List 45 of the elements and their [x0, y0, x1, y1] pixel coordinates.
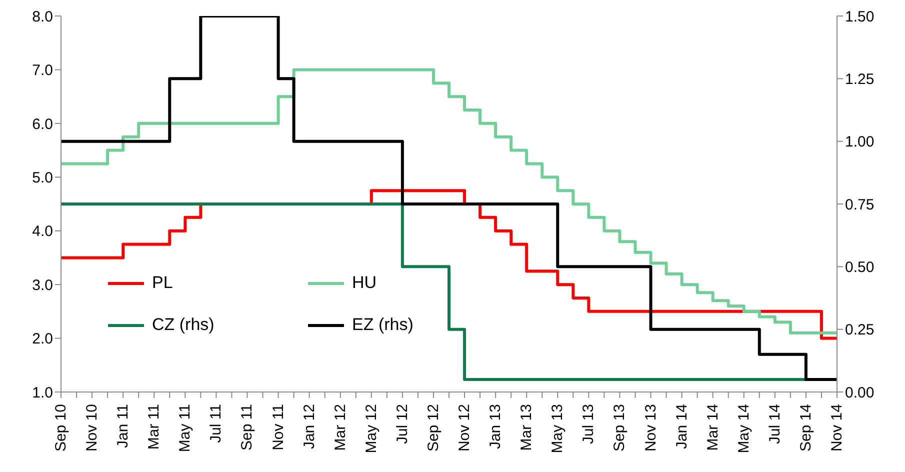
- y-tick-label: 7.0: [32, 62, 53, 80]
- x-tick-label: Jan 14: [673, 404, 690, 450]
- legend-label: EZ (rhs): [352, 315, 414, 335]
- x-tick-label: Nov 10: [84, 404, 101, 452]
- x-tick-label: Nov 14: [828, 404, 846, 452]
- x-tick-label: Mar 13: [518, 404, 536, 451]
- x-tick-label: Nov 11: [270, 404, 287, 450]
- x-tick-label: Sep 11: [238, 404, 256, 450]
- y-tick-label: 3.0: [32, 276, 53, 294]
- x-tick-label: Sep 14: [797, 404, 814, 452]
- x-tick-label: May 11: [176, 404, 194, 452]
- y-tick-label: 5.0: [32, 169, 53, 186]
- x-tick-label: Jul 13: [580, 404, 598, 444]
- legend-label: CZ (rhs): [152, 315, 214, 335]
- x-tick-label: May 12: [362, 404, 380, 454]
- x-tick-label: Mar 14: [704, 404, 722, 451]
- x-tick-label: Jul 14: [766, 404, 784, 444]
- y2-tick-label: 1.25: [845, 70, 874, 88]
- y-tick-label: 4.0: [32, 223, 53, 240]
- y-tick-label: 6.0: [32, 116, 53, 133]
- x-tick-label: Jan 13: [487, 404, 504, 450]
- legend-label: PL: [152, 273, 173, 293]
- x-tick-label: May 14: [735, 404, 752, 454]
- y-tick-label: 1.0: [32, 384, 53, 402]
- y2-tick-label: 1.50: [845, 8, 874, 26]
- x-tick-label: May 13: [549, 404, 566, 454]
- x-tick-label: Jan 12: [300, 404, 318, 450]
- y2-tick-label: 0.00: [845, 384, 874, 402]
- x-tick-label: Jul 11: [208, 404, 225, 443]
- y2-tick-label: 1.00: [845, 134, 874, 151]
- x-tick-label: Mar 11: [146, 404, 163, 450]
- x-tick-label: Jul 12: [394, 404, 411, 444]
- y2-tick-label: 0.50: [845, 258, 874, 276]
- x-tick-label: Nov 12: [456, 404, 474, 452]
- y2-tick-label: 0.25: [845, 322, 874, 339]
- x-tick-label: Sep 12: [424, 404, 442, 452]
- y2-tick-label: 0.75: [845, 196, 874, 214]
- y-tick-label: 2.0: [32, 330, 53, 348]
- x-tick-label: Sep 13: [611, 404, 628, 452]
- y-tick-label: 8.0: [32, 8, 53, 26]
- x-tick-label: Sep 10: [52, 404, 70, 452]
- x-tick-label: Nov 13: [642, 404, 660, 452]
- legend-label: HU: [352, 273, 377, 293]
- x-tick-label: Mar 12: [332, 404, 349, 451]
- x-tick-label: Jan 11: [114, 404, 132, 448]
